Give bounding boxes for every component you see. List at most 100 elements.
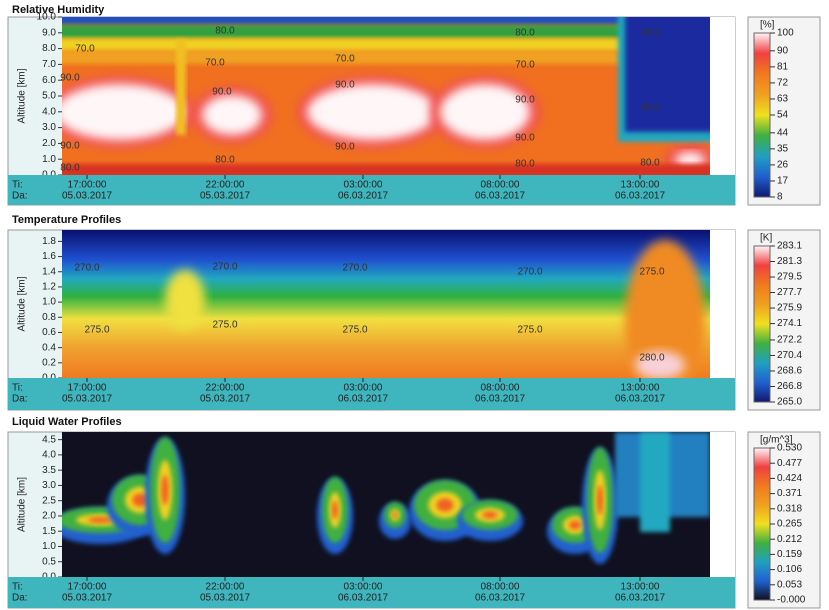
y-axis-label: Altitude [km] <box>17 276 28 331</box>
contour-label: 90.0 <box>515 133 535 144</box>
x-tick-date: 05.03.2017 <box>200 394 250 405</box>
colorbar-tick-label: 17 <box>777 176 789 187</box>
heatmap-field <box>45 5 720 179</box>
x-tick-date: 06.03.2017 <box>475 191 525 202</box>
colorbar <box>754 246 770 402</box>
field-blob <box>202 95 262 135</box>
contour-label: 80.0 <box>215 26 235 37</box>
x-tick-time: 13:00:00 <box>621 180 660 191</box>
y-tick-label: 10.0 <box>37 12 57 23</box>
contour-label: 275.0 <box>84 325 109 336</box>
field-cloud <box>393 512 398 518</box>
colorbar-tick-label: 0.477 <box>777 458 802 469</box>
contour-label: 275.0 <box>517 325 542 336</box>
colorbar-tick-label: 90 <box>777 45 789 56</box>
colorbar-label: [K] <box>760 233 772 244</box>
y-tick-label: 2.0 <box>42 138 56 149</box>
contour-label: 90.0 <box>60 141 80 152</box>
x-row-label: Da: <box>12 394 28 405</box>
field-region <box>625 10 715 132</box>
contour-label: 70.0 <box>515 60 535 71</box>
x-tick-date: 06.03.2017 <box>475 593 525 604</box>
panel-title: Liquid Water Profiles <box>12 416 122 428</box>
field-blob <box>307 84 437 140</box>
y-tick-label: 2.0 <box>42 511 56 522</box>
x-tick-time: 17:00:00 <box>68 180 107 191</box>
contour-label: 275.0 <box>342 325 367 336</box>
contour-label: 270.0 <box>212 262 237 273</box>
x-tick-date: 05.03.2017 <box>200 593 250 604</box>
colorbar-tick-label: 72 <box>777 78 789 89</box>
x-tick-time: 03:00:00 <box>344 180 383 191</box>
x-tick-date: 05.03.2017 <box>62 593 112 604</box>
colorbar-tick-label: 275.9 <box>777 303 802 314</box>
panel-title: Temperature Profiles <box>12 214 121 226</box>
y-tick-label: 4.0 <box>42 106 56 117</box>
colorbar-tick-label: 268.6 <box>777 366 802 377</box>
colorbar-tick-label: 81 <box>777 62 789 73</box>
x-row-label: Ti: <box>12 383 23 394</box>
contour-label: 275.0 <box>212 320 237 331</box>
x-tick-time: 08:00:00 <box>481 582 520 593</box>
contour-label: 80.0 <box>515 28 535 39</box>
x-tick-time: 13:00:00 <box>621 383 660 394</box>
plot-blank <box>710 230 735 378</box>
colorbar-tick-label: 283.1 <box>777 241 802 252</box>
y-axis-label: Altitude [km] <box>17 477 28 532</box>
contour-label: 90.0 <box>335 142 355 153</box>
heatmap-field <box>52 432 710 577</box>
x-row-label: Da: <box>12 191 28 202</box>
y-tick-label: 3.5 <box>42 465 56 476</box>
x-row-label: Ti: <box>12 180 23 191</box>
y-tick-label: 3.0 <box>42 122 56 133</box>
contour-label: 270.0 <box>74 263 99 274</box>
field-blob <box>165 270 205 330</box>
colorbar-tick-label: 266.8 <box>777 381 802 392</box>
contour-label: 90.0 <box>335 80 355 91</box>
heatmap-field <box>62 230 710 400</box>
colorbar-tick-label: 279.5 <box>777 272 802 283</box>
y-tick-label: 1.6 <box>42 251 56 262</box>
y-tick-label: 4.0 <box>42 450 56 461</box>
x-tick-time: 22:00:00 <box>206 180 245 191</box>
plot-blank <box>710 17 735 175</box>
field-cloud <box>332 501 338 519</box>
y-tick-label: 1.2 <box>42 282 56 293</box>
y-tick-label: 5.0 <box>42 91 56 102</box>
colorbar-tick-label: 0.159 <box>777 549 802 560</box>
x-tick-date: 05.03.2017 <box>62 394 112 405</box>
y-tick-label: 8.0 <box>42 43 56 54</box>
field-cloud <box>483 511 498 518</box>
panel-title: Relative Humidity <box>12 4 105 16</box>
x-tick-date: 06.03.2017 <box>615 394 665 405</box>
x-tick-time: 17:00:00 <box>68 582 107 593</box>
x-tick-date: 05.03.2017 <box>200 191 250 202</box>
contour-label: 70.0 <box>205 58 225 69</box>
y-tick-label: 1.0 <box>42 154 56 165</box>
colorbar-tick-label: 274.1 <box>777 318 802 329</box>
y-tick-label: 2.5 <box>42 495 56 506</box>
x-tick-date: 06.03.2017 <box>475 394 525 405</box>
y-tick-label: 0.6 <box>42 327 56 338</box>
y-tick-label: 9.0 <box>42 27 56 38</box>
contour-label: 80.0 <box>60 163 80 174</box>
colorbar-tick-label: 0.318 <box>777 503 802 514</box>
contour-label: 90.0 <box>515 95 535 106</box>
y-tick-label: 6.0 <box>42 75 56 86</box>
y-tick-label: 0.5 <box>42 556 56 567</box>
x-tick-time: 08:00:00 <box>481 383 520 394</box>
field-cloud <box>597 485 603 515</box>
y-tick-label: 0.2 <box>42 357 56 368</box>
field-base <box>62 230 710 378</box>
field-blob <box>440 84 530 140</box>
x-tick-date: 05.03.2017 <box>62 191 112 202</box>
field-cloud <box>569 521 581 530</box>
contour-label: 70.0 <box>75 44 95 55</box>
x-row-label: Da: <box>12 593 28 604</box>
field-cloud <box>88 517 112 523</box>
colorbar-tick-label: 272.2 <box>777 335 802 346</box>
field-region <box>640 432 670 532</box>
field-cloud <box>437 498 454 511</box>
y-tick-label: 1.5 <box>42 526 56 537</box>
colorbar-tick-label: 0.371 <box>777 488 802 499</box>
